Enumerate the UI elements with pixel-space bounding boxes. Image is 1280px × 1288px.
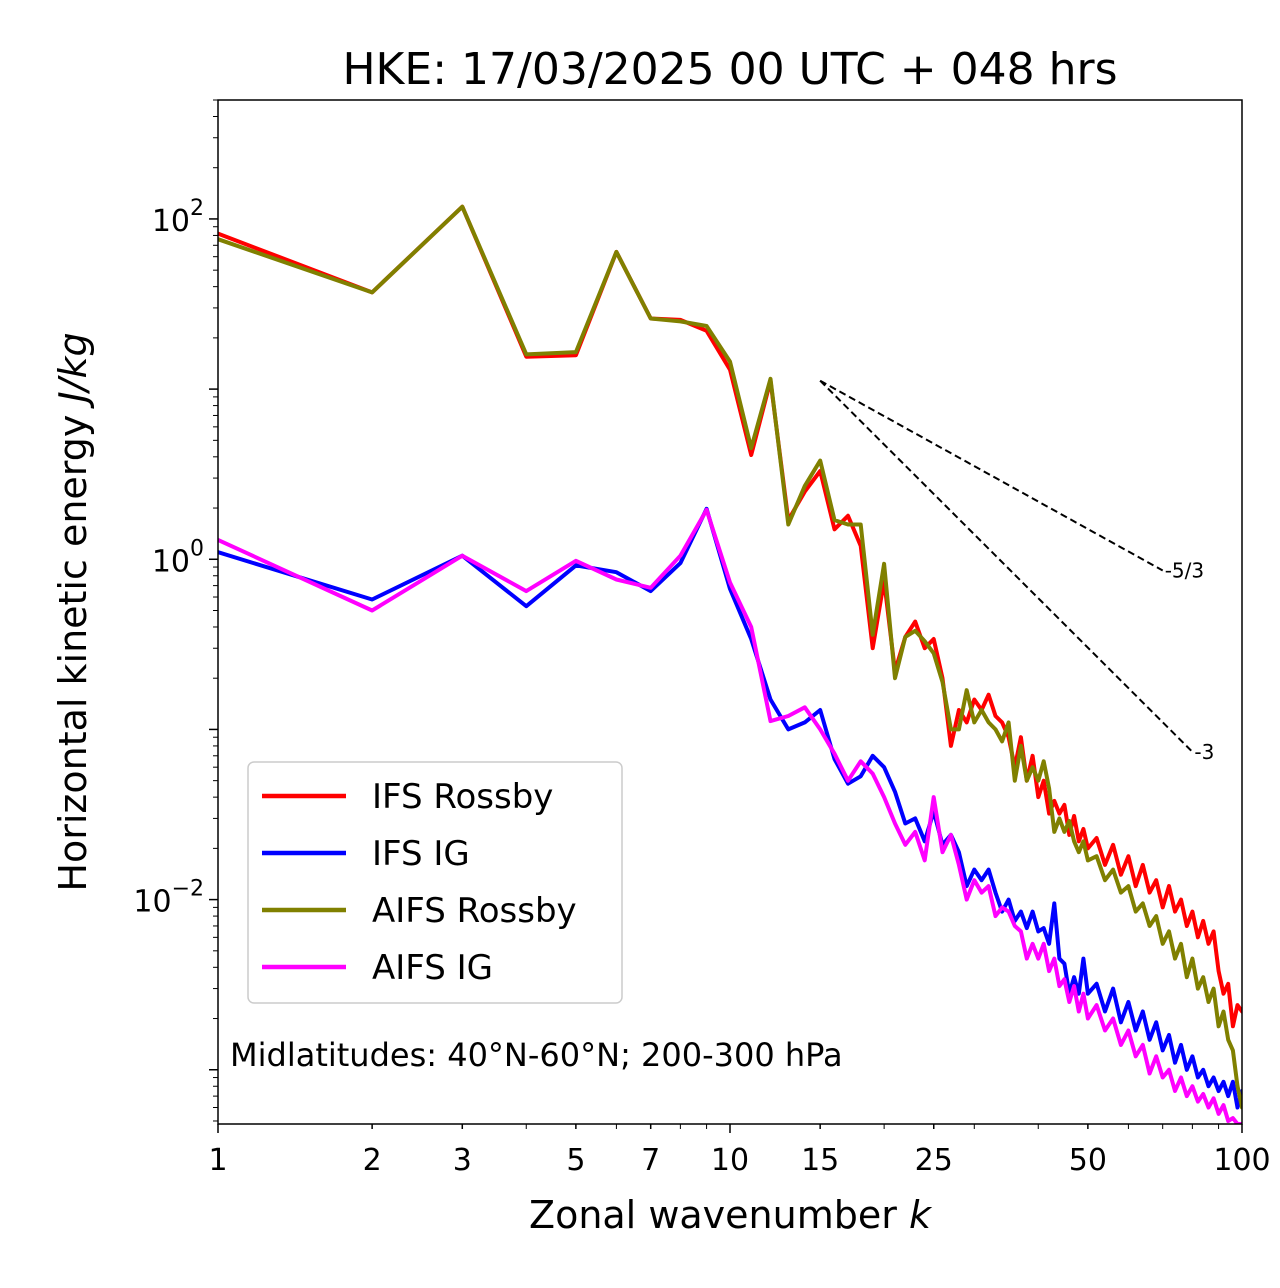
axis-ticks: 1 2 3 5 7 10 15 25 50 100 102 100 10−2 [133, 99, 1271, 1178]
legend-entry: IFS IG [262, 834, 470, 874]
x-tick-label: 50 [1069, 1143, 1107, 1178]
y-tick-label: 100 [152, 536, 204, 579]
legend-entries: IFS Rossby IFS IG AIFS Rossby AIFS IG [262, 777, 577, 988]
chart-title: HKE: 17/03/2025 00 UTC + 048 hrs [342, 44, 1117, 95]
x-tick-label: 5 [566, 1143, 585, 1178]
region-annotation: Midlatitudes: 40°N-60°N; 200-300 hPa [230, 1036, 843, 1074]
legend-entry: IFS Rossby [262, 777, 553, 817]
legend-box [247, 761, 623, 1004]
legend: IFS Rossby IFS IG AIFS Rossby AIFS IG [247, 761, 623, 1004]
series-line-aifs-ig [218, 507, 1242, 1124]
y-tick-label: 10−2 [133, 877, 204, 920]
legend-label: AIFS Rossby [372, 891, 577, 931]
x-tick-label: 3 [453, 1143, 472, 1178]
legend-entry: AIFS Rossby [262, 891, 577, 931]
x-tick-label: 7 [641, 1143, 660, 1178]
x-tick-label: 10 [711, 1143, 749, 1178]
x-tick-label: 100 [1213, 1143, 1270, 1178]
legend-entry: AIFS IG [262, 948, 493, 988]
x-tick-label: 15 [801, 1143, 839, 1178]
reference-slope-line [819, 380, 1194, 753]
y-tick-label: 102 [152, 196, 204, 239]
reference-slope-line [819, 379, 1164, 572]
x-axis-label: Zonal wavenumber k [529, 1193, 933, 1237]
reference-slope-layer: -5/3 -3 [819, 379, 1214, 764]
plot-frame [217, 99, 1243, 1125]
legend-label: AIFS IG [372, 948, 493, 988]
x-tick-label: 25 [915, 1143, 953, 1178]
y-axis-label: Horizontal kinetic energy J/kg [51, 332, 95, 891]
series-line-aifs-rossby [218, 204, 1242, 1110]
series-line-ifs-ig [218, 506, 1242, 1110]
legend-label: IFS IG [372, 834, 470, 874]
x-tick-label: 1 [208, 1143, 227, 1178]
reference-slope-label: -3 [1194, 740, 1214, 764]
reference-slope-label: -5/3 [1165, 558, 1204, 582]
series-layer [218, 204, 1242, 1124]
x-tick-label: 2 [363, 1143, 382, 1178]
legend-label: IFS Rossby [372, 777, 553, 817]
